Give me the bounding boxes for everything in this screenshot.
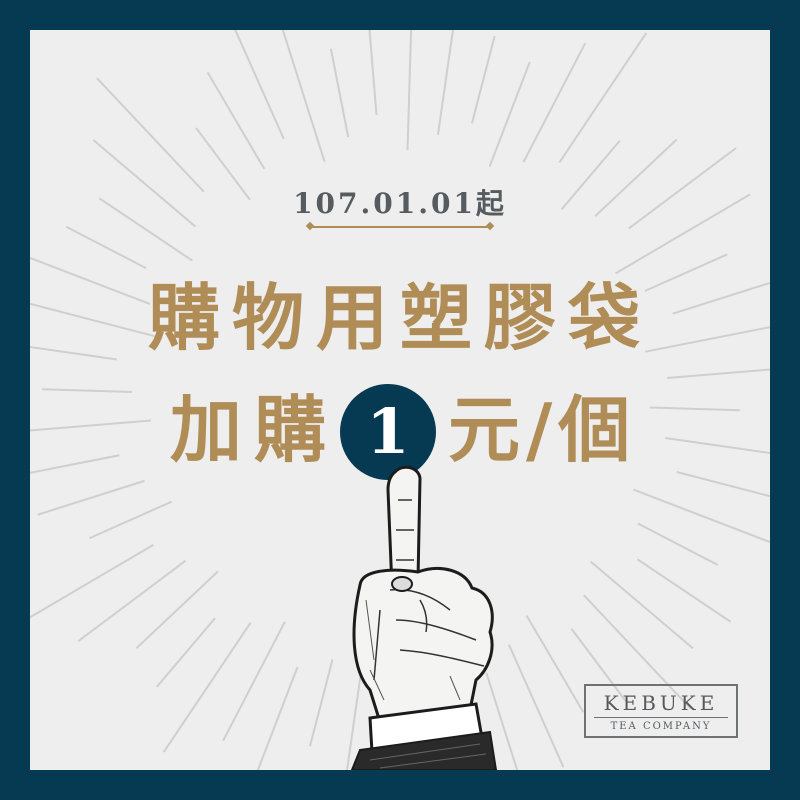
price-value: 1 [366, 395, 410, 468]
effective-date: 107.01.01起 [293, 187, 507, 220]
sunburst-ray [615, 193, 751, 275]
sunburst-ray [77, 559, 187, 642]
sunburst-ray [30, 302, 159, 339]
sunburst-ray [281, 30, 326, 162]
price-line: 加購 1 元/個 [30, 384, 770, 480]
sunburst-ray [30, 346, 118, 361]
sunburst-ray [30, 256, 151, 305]
sunburst-ray [649, 406, 740, 412]
sunburst-ray [508, 644, 565, 768]
sunburst-ray [329, 48, 350, 138]
sunburst-ray [96, 77, 205, 193]
sunburst-ray [162, 621, 252, 753]
sunburst-ray [135, 570, 219, 649]
sunburst-ray [98, 197, 193, 262]
price-badge: 1 [340, 384, 436, 480]
sunburst-ray [92, 139, 197, 228]
sunburst-ray [644, 253, 728, 292]
sunburst-ray [88, 500, 173, 540]
sunburst-ray [234, 30, 285, 140]
sunburst-ray [30, 454, 120, 474]
sunburst-ray [636, 558, 732, 623]
sunburst-ray [560, 140, 621, 210]
sunburst-ray [37, 479, 145, 516]
sunburst-ray [65, 225, 147, 270]
gold-divider [310, 226, 490, 228]
sunburst-ray [672, 281, 770, 315]
sunburst-ray [256, 666, 299, 770]
poster-panel: 107.01.01起 購物用塑膠袋 加購 1 元/個 KEBU [30, 30, 770, 770]
headline-add-purchase: 加購 [170, 387, 339, 472]
sunburst-ray [308, 659, 334, 747]
sunburst-ray [206, 71, 266, 170]
sunburst-ray [522, 42, 587, 163]
sunburst-ray [628, 147, 737, 230]
sunburst-ray [583, 594, 692, 710]
sunburst-ray [156, 617, 216, 688]
sunburst-ray [645, 326, 770, 353]
sunburst-ray [488, 61, 531, 167]
sunburst-ray [633, 488, 770, 544]
sunburst-ray [30, 419, 151, 432]
sunburst-ray [195, 127, 251, 201]
sunburst-ray [667, 368, 770, 379]
sunburst-ray [558, 32, 648, 164]
sunburst-ray [436, 30, 454, 135]
logo-brand-text: KEBUKE [603, 691, 719, 715]
sunburst-ray [676, 471, 770, 498]
sunburst-ray [406, 30, 413, 151]
headline-per-unit: 元/個 [448, 387, 637, 472]
sunburst-ray [471, 35, 496, 124]
sunburst-ray [594, 138, 678, 217]
sunburst-ray [30, 543, 154, 619]
sunburst-ray [525, 615, 585, 713]
sunburst-ray [570, 628, 627, 702]
sunburst-ray [590, 560, 694, 650]
sunburst-ray [485, 672, 519, 770]
sunburst-ray [222, 621, 286, 742]
sunburst-ray [42, 388, 133, 393]
pointing-hand-illustration [350, 465, 498, 770]
sunburst-ray [665, 436, 770, 454]
sunburst-ray [368, 30, 378, 116]
headline-plastic-bag: 購物用塑膠袋 [147, 275, 652, 360]
logo-subtitle-text: TEA COMPANY [594, 717, 728, 734]
sunburst-ray [637, 522, 719, 566]
kebuke-logo: KEBUKE TEA COMPANY [584, 684, 738, 738]
